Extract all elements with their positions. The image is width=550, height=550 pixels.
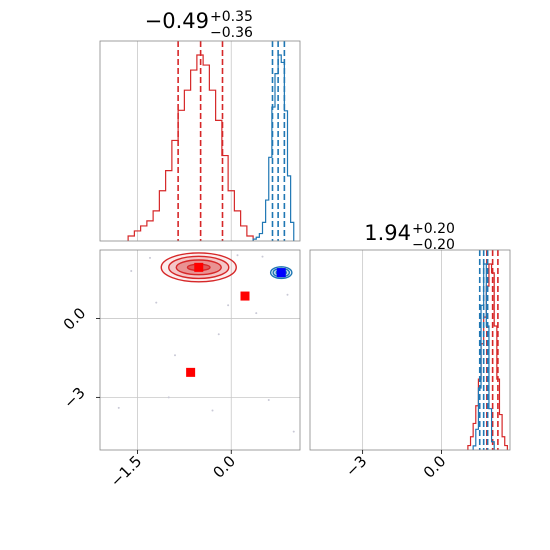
histogram-param1-title-minus: −0.36	[210, 25, 253, 41]
histogram-param2-title-minus: −0.20	[412, 237, 455, 253]
contour-panel-sample-point	[255, 312, 258, 315]
contour-panel-sample-point	[217, 333, 220, 336]
contour-panel-xtick-label: 0.0	[209, 452, 239, 482]
contour-panel-ytick-label: −3	[60, 384, 88, 412]
contour-panel-frame	[99, 249, 301, 451]
contour-panel-sample-point	[227, 304, 230, 307]
contour-panel-sample-point	[267, 399, 270, 401]
contour-series0-marker	[240, 291, 250, 301]
histogram-param1-title-plus: +0.35	[210, 9, 253, 25]
contour-panel-sample-point	[286, 293, 289, 296]
histogram-param1-panel: −0.49 +0.35 −0.36	[99, 9, 301, 242]
contour-series1-marker	[276, 268, 286, 278]
contour-panel-ytick-label: 0.0	[60, 304, 90, 334]
histogram-param1-frame	[99, 40, 301, 242]
histogram-param2-title-plus: +0.20	[412, 221, 455, 237]
contour-panel-sample-point	[155, 301, 158, 304]
contour-panel-sample-point	[211, 409, 214, 412]
contour-panel-sample-point	[130, 270, 133, 273]
contour-panel-sample-point	[174, 354, 176, 357]
contour-panel: −1.5 0.0 −3 0.0	[60, 249, 301, 491]
histogram-param2-panel: 1.94 +0.20 −0.20 −3 0.0	[309, 221, 511, 482]
contour-series0-marker	[186, 367, 196, 377]
contour-panel-sample-point	[292, 430, 295, 433]
contour-panel-sample-point	[117, 406, 120, 409]
histogram-param1-series0-histogram	[127, 54, 254, 241]
histogram-param2-frame	[309, 249, 511, 451]
contour-panel-sample-point	[149, 256, 151, 259]
contour-panel-sample-point	[236, 254, 239, 257]
contour-series0-marker	[194, 262, 204, 272]
contour-panel-sample-point	[261, 255, 264, 258]
histogram-param2-xtick-label: −3	[342, 452, 370, 480]
histogram-param2-series1-histogram	[472, 263, 495, 450]
histogram-param1-title-median: −0.49	[145, 9, 209, 33]
contour-panel-sample-point	[167, 396, 170, 399]
contour-panel-xtick-label: −1.5	[107, 452, 145, 490]
histogram-param1-series1-histogram	[252, 54, 295, 241]
histogram-param2-xtick-label: 0.0	[420, 452, 450, 482]
histogram-param2-title-median: 1.94	[364, 221, 411, 245]
